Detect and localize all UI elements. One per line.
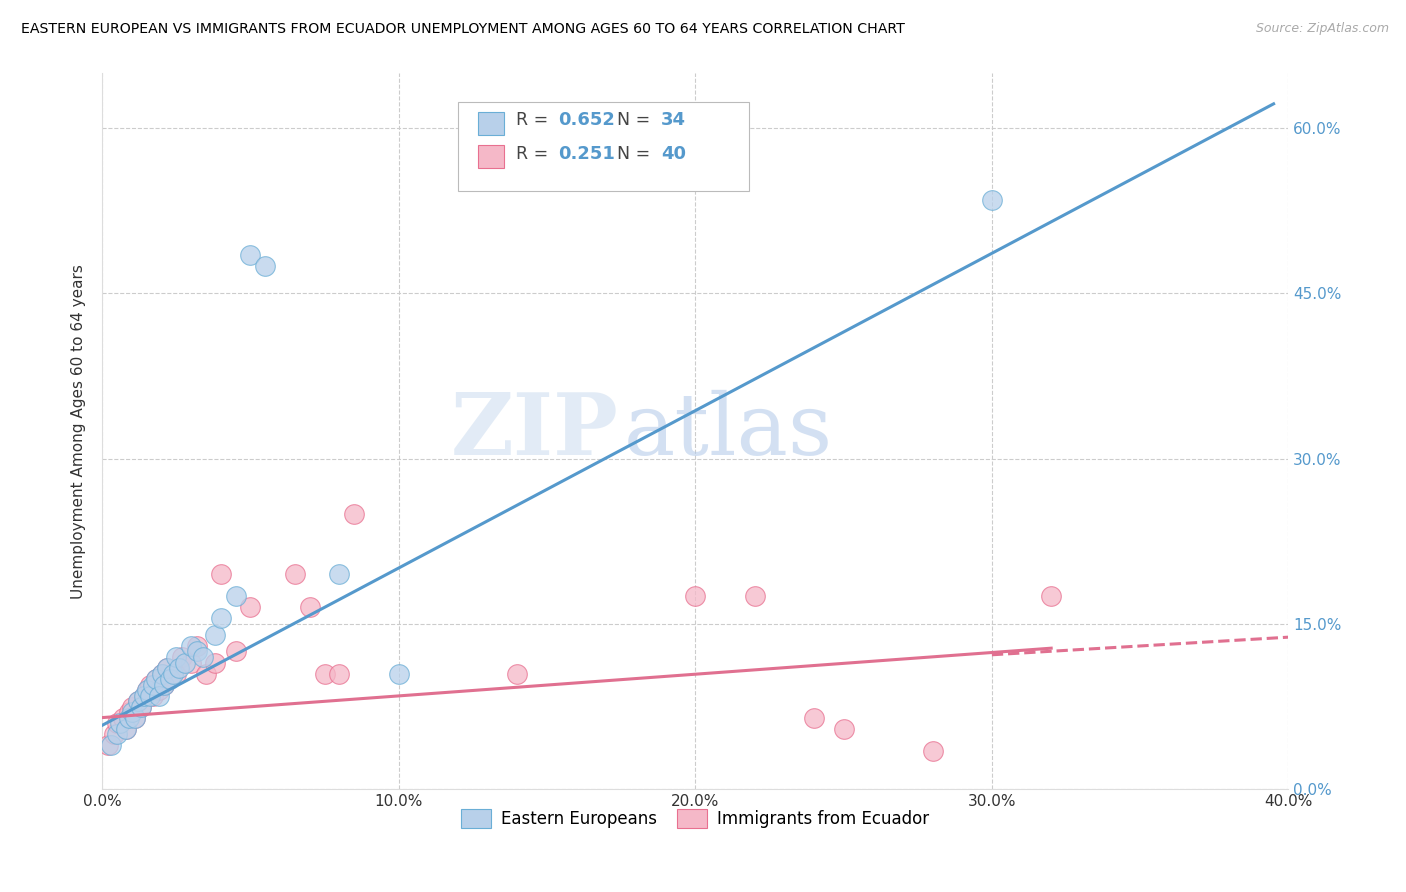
Point bbox=[980, 193, 1002, 207]
Point bbox=[135, 683, 157, 698]
Point bbox=[169, 661, 191, 675]
Text: N =: N = bbox=[617, 145, 655, 163]
Point bbox=[186, 644, 208, 658]
Text: ZIP: ZIP bbox=[450, 389, 619, 473]
Point bbox=[150, 666, 173, 681]
Point bbox=[225, 590, 247, 604]
Point bbox=[314, 666, 336, 681]
Point bbox=[921, 744, 943, 758]
Point bbox=[118, 710, 141, 724]
Point bbox=[165, 650, 187, 665]
Point bbox=[284, 567, 307, 582]
Point bbox=[209, 567, 232, 582]
Point bbox=[195, 666, 218, 681]
Point bbox=[100, 738, 122, 752]
Point bbox=[103, 727, 125, 741]
Point bbox=[172, 650, 194, 665]
Point bbox=[127, 694, 149, 708]
Point bbox=[105, 727, 128, 741]
Point bbox=[142, 677, 165, 691]
Point bbox=[832, 722, 855, 736]
Point bbox=[118, 705, 141, 719]
Point bbox=[156, 661, 179, 675]
Point bbox=[145, 672, 167, 686]
Point bbox=[127, 694, 149, 708]
Point bbox=[254, 259, 277, 273]
Point bbox=[239, 248, 262, 262]
Point bbox=[148, 689, 170, 703]
Point bbox=[162, 666, 184, 681]
Legend: Eastern Europeans, Immigrants from Ecuador: Eastern Europeans, Immigrants from Ecuad… bbox=[454, 802, 936, 835]
Point bbox=[225, 644, 247, 658]
Point bbox=[132, 689, 155, 703]
Point bbox=[142, 689, 165, 703]
Text: 40: 40 bbox=[661, 145, 686, 163]
FancyBboxPatch shape bbox=[478, 145, 505, 169]
Point bbox=[209, 611, 232, 625]
Point bbox=[685, 590, 707, 604]
Point bbox=[135, 683, 157, 698]
Point bbox=[129, 699, 152, 714]
Point bbox=[115, 722, 138, 736]
Point bbox=[328, 567, 350, 582]
Point bbox=[148, 683, 170, 698]
Text: 0.652: 0.652 bbox=[558, 112, 614, 129]
Point bbox=[145, 672, 167, 686]
Point bbox=[132, 689, 155, 703]
Point bbox=[115, 722, 138, 736]
Point bbox=[150, 666, 173, 681]
Point bbox=[156, 661, 179, 675]
Point bbox=[298, 600, 321, 615]
Point bbox=[121, 699, 143, 714]
Point bbox=[180, 656, 202, 670]
Text: R =: R = bbox=[516, 145, 554, 163]
FancyBboxPatch shape bbox=[478, 112, 505, 135]
Point bbox=[744, 590, 766, 604]
Point bbox=[1040, 590, 1063, 604]
Point bbox=[165, 666, 187, 681]
FancyBboxPatch shape bbox=[458, 102, 749, 191]
Text: 0.251: 0.251 bbox=[558, 145, 614, 163]
Text: Source: ZipAtlas.com: Source: ZipAtlas.com bbox=[1256, 22, 1389, 36]
Point bbox=[506, 666, 529, 681]
Point bbox=[180, 639, 202, 653]
Point bbox=[111, 710, 134, 724]
Point bbox=[129, 699, 152, 714]
Point bbox=[159, 672, 181, 686]
Point bbox=[108, 716, 131, 731]
Text: N =: N = bbox=[617, 112, 655, 129]
Y-axis label: Unemployment Among Ages 60 to 64 years: Unemployment Among Ages 60 to 64 years bbox=[72, 264, 86, 599]
Point bbox=[186, 639, 208, 653]
Point bbox=[803, 710, 825, 724]
Point bbox=[343, 507, 366, 521]
Point bbox=[191, 650, 214, 665]
Point bbox=[388, 666, 411, 681]
Point bbox=[124, 710, 146, 724]
Point bbox=[174, 656, 197, 670]
Point bbox=[124, 710, 146, 724]
Text: 34: 34 bbox=[661, 112, 686, 129]
Point bbox=[153, 677, 176, 691]
Point bbox=[138, 677, 160, 691]
Point bbox=[204, 628, 226, 642]
Point bbox=[204, 656, 226, 670]
Point bbox=[239, 600, 262, 615]
Text: EASTERN EUROPEAN VS IMMIGRANTS FROM ECUADOR UNEMPLOYMENT AMONG AGES 60 TO 64 YEA: EASTERN EUROPEAN VS IMMIGRANTS FROM ECUA… bbox=[21, 22, 905, 37]
Point bbox=[153, 677, 176, 691]
Point bbox=[105, 716, 128, 731]
Text: R =: R = bbox=[516, 112, 554, 129]
Point bbox=[121, 705, 143, 719]
Point bbox=[138, 689, 160, 703]
Text: atlas: atlas bbox=[624, 390, 834, 473]
Point bbox=[97, 738, 120, 752]
Point bbox=[328, 666, 350, 681]
